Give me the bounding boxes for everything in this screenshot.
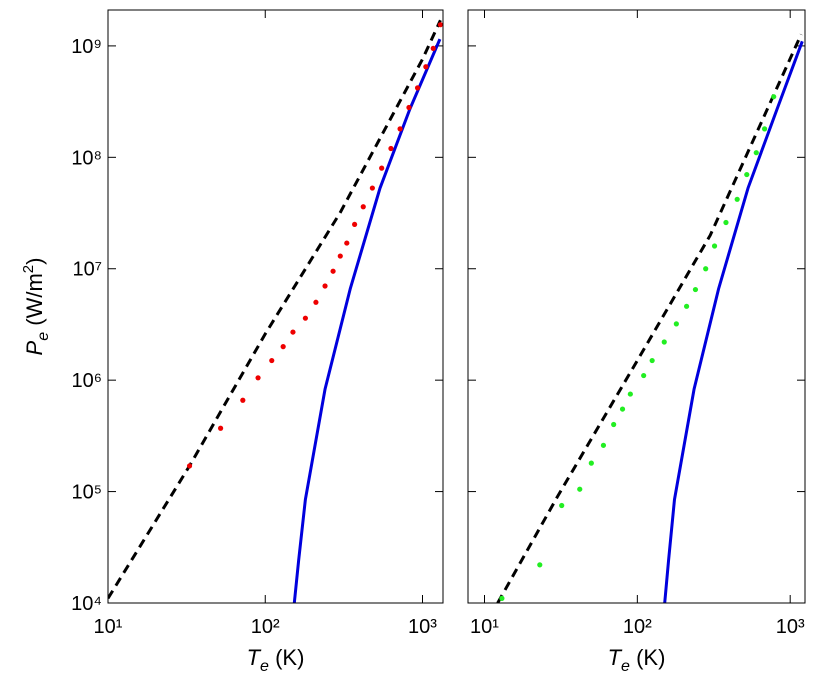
plot-area bbox=[496, 33, 804, 603]
data-point bbox=[255, 375, 261, 381]
axes-frame bbox=[467, 9, 806, 604]
label-part: e bbox=[621, 658, 630, 675]
data-point bbox=[559, 502, 565, 509]
fit-line bbox=[108, 19, 442, 600]
data-point bbox=[437, 22, 443, 28]
y-tick-label: 10⁵ bbox=[71, 482, 102, 504]
data-point bbox=[290, 329, 296, 335]
data-point bbox=[649, 357, 655, 364]
data-point bbox=[499, 595, 505, 601]
data-point bbox=[683, 303, 690, 309]
model-line bbox=[663, 40, 804, 603]
data-point bbox=[641, 372, 647, 379]
x-tick-label: 10² bbox=[623, 616, 652, 638]
data-point bbox=[661, 339, 667, 345]
data-point bbox=[269, 357, 275, 364]
data-point bbox=[369, 185, 375, 191]
data-point bbox=[753, 150, 759, 156]
data-point bbox=[302, 315, 308, 321]
data-point bbox=[619, 406, 626, 412]
label-part: e bbox=[260, 658, 269, 675]
data-point bbox=[673, 321, 679, 327]
data-point bbox=[379, 165, 385, 171]
data-point bbox=[313, 299, 319, 305]
label-part: T bbox=[608, 645, 623, 670]
data-point bbox=[344, 240, 350, 246]
x-tick-label: 10³ bbox=[776, 616, 805, 638]
label-part: ) bbox=[22, 258, 47, 265]
data-point bbox=[611, 421, 617, 428]
data-point bbox=[627, 391, 633, 397]
data-point bbox=[430, 45, 436, 51]
plot-area bbox=[108, 19, 443, 603]
data-point bbox=[423, 64, 429, 70]
data-point bbox=[771, 94, 777, 100]
data-point bbox=[397, 126, 403, 132]
x-tick-label: 10¹ bbox=[94, 616, 123, 638]
data-point bbox=[322, 283, 328, 289]
data-point bbox=[337, 253, 343, 259]
y-tick-label: 10⁹ bbox=[71, 36, 102, 58]
y-axis-label: Pe (W/m2) bbox=[20, 258, 52, 356]
x-tick-label: 10³ bbox=[408, 616, 437, 638]
y-tick-label: 10⁸ bbox=[71, 147, 102, 169]
data-point bbox=[330, 268, 336, 274]
label-part: T bbox=[247, 645, 262, 670]
data-point bbox=[761, 126, 768, 132]
x-axis-label: Te (K) bbox=[247, 645, 305, 675]
data-point bbox=[406, 104, 412, 111]
label-part: e bbox=[35, 332, 52, 341]
data-point bbox=[744, 171, 750, 178]
data-point bbox=[711, 243, 718, 249]
axes-frame bbox=[107, 9, 444, 604]
data-point bbox=[734, 196, 740, 202]
data-point bbox=[217, 425, 224, 431]
x-tick-label: 10¹ bbox=[470, 616, 499, 638]
data-point bbox=[692, 286, 699, 293]
x-tick-label: 10² bbox=[251, 616, 280, 638]
data-point bbox=[577, 486, 583, 492]
data-point bbox=[600, 442, 607, 448]
y-tick-label: 10⁴ bbox=[71, 593, 102, 615]
data-point bbox=[186, 463, 193, 469]
data-point bbox=[588, 460, 594, 466]
data-point bbox=[537, 562, 543, 568]
data-point bbox=[388, 145, 394, 152]
data-point bbox=[352, 221, 358, 228]
fit-line bbox=[496, 33, 803, 603]
data-point bbox=[723, 219, 729, 226]
label-part: 2 bbox=[20, 265, 37, 273]
label-part: (K) bbox=[630, 645, 665, 670]
data-point bbox=[280, 344, 286, 350]
label-part: (K) bbox=[269, 645, 304, 670]
label-part: (W/m bbox=[22, 273, 47, 332]
y-tick-label: 10⁷ bbox=[73, 259, 102, 281]
label-part: P bbox=[22, 340, 47, 355]
data-point bbox=[414, 85, 421, 91]
x-axis-label: Te (K) bbox=[608, 645, 666, 675]
data-point bbox=[240, 397, 246, 403]
y-tick-label: 10⁶ bbox=[72, 370, 102, 392]
model-line bbox=[292, 38, 442, 603]
data-point bbox=[703, 266, 709, 272]
data-point bbox=[360, 204, 366, 210]
